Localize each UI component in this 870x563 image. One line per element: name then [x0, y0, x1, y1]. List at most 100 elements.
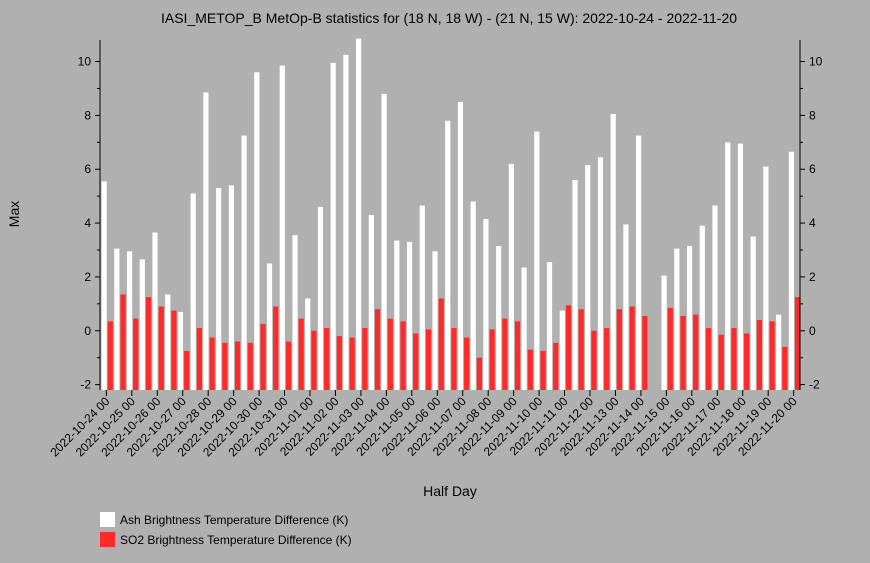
- so2-bar: [693, 314, 699, 390]
- so2-bar: [769, 321, 775, 390]
- ash-bar: [190, 193, 196, 390]
- so2-bar: [604, 328, 610, 390]
- bars-layer: [101, 38, 801, 391]
- y-tick-label-right: 2: [809, 270, 816, 284]
- y-tick-label-right: 0: [809, 324, 816, 338]
- so2-bar: [451, 328, 457, 390]
- so2-bar: [273, 306, 279, 390]
- so2-bar: [413, 333, 419, 390]
- ash-bar: [203, 92, 209, 390]
- x-axis-label: Half Day: [423, 483, 477, 499]
- legend-label-so2: SO2 Brightness Temperature Difference (K…: [120, 532, 352, 547]
- chart-title: IASI_METOP_B MetOp-B statistics for (18 …: [161, 10, 737, 26]
- y-tick-label-right: 6: [809, 162, 816, 176]
- ash-bar: [152, 232, 158, 390]
- so2-bar: [184, 350, 190, 390]
- ash-bar: [546, 262, 553, 390]
- y-tick-label-right: 4: [809, 216, 816, 230]
- so2-bar: [591, 330, 597, 390]
- ash-bar: [661, 275, 667, 390]
- so2-bar: [285, 341, 292, 390]
- ash-bar: [457, 101, 464, 391]
- ash-bar: [470, 201, 476, 390]
- so2-bar: [158, 306, 164, 390]
- ash-bar: [368, 215, 374, 390]
- ash-bar: [763, 166, 769, 390]
- so2-bar: [489, 329, 495, 390]
- y-tick-label-left: 4: [84, 216, 91, 230]
- ash-bar: [432, 251, 438, 390]
- ash-bar: [216, 188, 222, 390]
- y-tick-label-left: 0: [84, 324, 91, 338]
- legend-item-so2: SO2 Brightness Temperature Difference (K…: [100, 532, 352, 547]
- so2-bar: [425, 329, 432, 390]
- so2-bar: [744, 333, 750, 390]
- legend-swatch-ash: [100, 512, 115, 527]
- so2-bar: [324, 328, 330, 390]
- ash-bar: [114, 248, 120, 390]
- so2-bar: [120, 294, 126, 390]
- ash-bar: [585, 165, 591, 390]
- ash-bar: [126, 251, 133, 390]
- ash-bar: [330, 62, 336, 390]
- y-tick-label-left: 8: [84, 108, 91, 122]
- so2-bar: [680, 315, 686, 390]
- so2-bar: [565, 305, 572, 390]
- ash-bar: [406, 241, 413, 390]
- ash-bar: [317, 206, 324, 390]
- ash-bar: [788, 151, 794, 390]
- so2-bar: [362, 328, 368, 390]
- so2-bar: [514, 321, 521, 390]
- so2-bar: [476, 357, 482, 390]
- ash-bar: [699, 225, 705, 390]
- so2-bar: [540, 350, 546, 390]
- y-tick-label-right: 8: [809, 108, 816, 122]
- so2-bar: [387, 318, 393, 390]
- so2-bar: [527, 349, 533, 390]
- so2-bar: [705, 328, 712, 390]
- ash-bar: [241, 135, 247, 390]
- y-tick-label-left: 2: [84, 270, 91, 284]
- so2-bar: [247, 342, 253, 390]
- y-tick-label-left: 6: [84, 162, 91, 176]
- ash-bar: [674, 248, 680, 390]
- ash-bar: [534, 131, 540, 391]
- ash-bar: [496, 245, 502, 390]
- ash-bar: [737, 143, 744, 390]
- so2-bar: [374, 309, 381, 390]
- so2-bar: [107, 321, 113, 390]
- so2-bar: [667, 307, 673, 390]
- ash-bar: [776, 314, 782, 390]
- so2-bar: [298, 318, 304, 390]
- ash-bar: [725, 142, 731, 390]
- ash-bar: [343, 54, 349, 391]
- ash-bar: [597, 157, 604, 390]
- ash-bar: [177, 311, 184, 390]
- y-tick-label-left: 10: [78, 55, 92, 69]
- so2-bar: [629, 306, 635, 390]
- ash-bar: [750, 236, 756, 390]
- ash-bar: [483, 219, 489, 390]
- ash-bar: [610, 114, 616, 390]
- ash-bar: [356, 38, 362, 391]
- ash-bar: [305, 298, 311, 390]
- so2-bar: [756, 320, 762, 390]
- y-tick-label-right: -2: [809, 378, 820, 392]
- so2-bar: [502, 318, 508, 390]
- ash-bar: [521, 267, 527, 390]
- ash-bar: [712, 205, 718, 390]
- ash-bar: [636, 135, 642, 390]
- y-tick-label-left: -2: [80, 378, 91, 392]
- ash-bar: [394, 240, 400, 390]
- ash-bar: [686, 245, 693, 390]
- legend-label-ash: Ash Brightness Temperature Difference (K…: [120, 512, 349, 527]
- so2-bar: [616, 309, 622, 390]
- ash-bar: [508, 163, 514, 390]
- so2-bar: [731, 328, 737, 390]
- so2-bar: [222, 342, 228, 390]
- so2-bar: [234, 341, 241, 390]
- so2-bar: [133, 318, 139, 390]
- so2-bar: [464, 337, 470, 390]
- legend-swatch-so2: [100, 532, 115, 547]
